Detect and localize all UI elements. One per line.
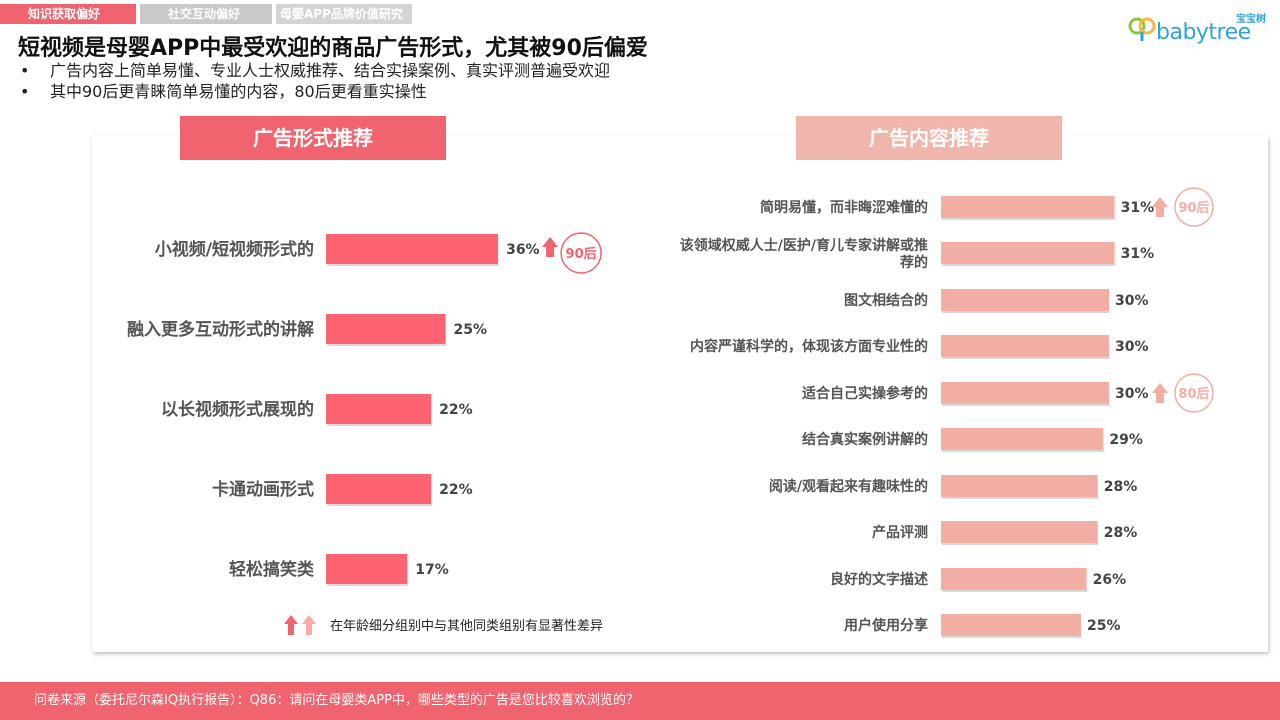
up-arrow-icon (1152, 197, 1168, 217)
bar (941, 521, 1098, 543)
category-label: 阅读/观看起来有趣味性的 (769, 478, 928, 495)
logo-mark-icon (1128, 17, 1156, 41)
page-title: 短视频是母婴APP中最受欢迎的商品广告形式，尤其被90后偏爱 (18, 36, 648, 61)
tab-brand-value[interactable]: 母婴APP品牌价值研究 (276, 4, 412, 24)
bar (941, 568, 1087, 590)
bar (941, 289, 1109, 311)
bullet-text: 广告内容上简单易懂、专业人士权威推荐、结合实操案例、真实评测普遍受欢迎 (50, 61, 611, 80)
bar (941, 614, 1081, 636)
significance-arrows-icon (284, 615, 316, 635)
value-label: 31% (1121, 246, 1155, 262)
bar-shadow (327, 424, 433, 426)
category-label: 产品评测 (872, 524, 928, 541)
category-label: 良好的文字描述 (830, 571, 928, 588)
bar (941, 335, 1109, 357)
value-label: 30% (1115, 386, 1149, 402)
bullet-symbol: • (20, 82, 30, 101)
age-badge-circle (560, 232, 602, 274)
right-chart-title: 广告内容推荐 (796, 116, 1062, 160)
bar-shadow (942, 218, 1116, 220)
value-label: 29% (1109, 432, 1143, 448)
category-label: 适合自己实操参考的 (802, 385, 928, 402)
bar (326, 314, 446, 344)
value-label: 17% (415, 562, 449, 578)
bar (941, 382, 1109, 404)
up-arrow-icon (1152, 383, 1168, 403)
bullet-item: • 广告内容上简单易懂、专业人士权威推荐、结合实操案例、真实评测普遍受欢迎 (20, 60, 610, 81)
logo-text-cn: 宝宝树 (1236, 14, 1266, 25)
value-label: 28% (1104, 525, 1138, 541)
bar (326, 394, 432, 424)
bar-shadow (942, 636, 1082, 638)
category-label: 图文相结合的 (844, 292, 928, 309)
bar-shadow (327, 344, 447, 346)
category-label: 小视频/短视频形式的 (155, 239, 314, 260)
value-label: 30% (1115, 293, 1149, 309)
category-label: 该领域权威人士/医护/育儿专家讲解或推 (680, 237, 928, 254)
category-label: 荐的 (900, 254, 928, 271)
up-arrow-icon (542, 237, 559, 257)
bar-shadow (327, 584, 409, 586)
bar (326, 474, 432, 504)
bar-shadow (327, 264, 500, 266)
value-label: 22% (439, 402, 473, 418)
category-label: 卡通动画形式 (212, 479, 314, 500)
bar-shadow (942, 590, 1088, 592)
category-label: 轻松搞笑类 (229, 559, 315, 580)
bar (941, 475, 1098, 497)
bullet-text: 其中90后更青睐简单易懂的内容，80后更看重实操性 (50, 82, 427, 101)
category-label: 以长视频形式展现的 (161, 399, 314, 420)
bar-shadow (942, 357, 1110, 359)
bullet-symbol: • (20, 61, 30, 80)
category-label: 融入更多互动形式的讲解 (127, 319, 314, 340)
category-label: 内容严谨科学的，体现该方面专业性的 (690, 338, 928, 355)
bar (326, 234, 499, 264)
bar-shadow (327, 504, 433, 506)
value-label: 30% (1115, 339, 1149, 355)
bar-shadow (942, 543, 1099, 545)
babytree-logo: babytree 宝宝树 (1126, 10, 1272, 46)
left-chart-title: 广告形式推荐 (180, 116, 446, 160)
age-badge-circle (1174, 187, 1214, 227)
age-badge-label: 90后 (566, 246, 597, 262)
age-badge-label: 80后 (1178, 386, 1209, 402)
value-label: 36% (506, 242, 540, 258)
value-label: 22% (439, 482, 473, 498)
legend: 在年龄细分组别中与其他同类组别有显著性差异 (282, 612, 603, 636)
age-badge-label: 90后 (1178, 200, 1209, 216)
bar (326, 554, 408, 584)
age-badge-circle (1174, 373, 1214, 413)
section-tabs: 知识获取偏好 社交互动偏好 母婴APP品牌价值研究 (0, 4, 416, 24)
legend-text: 在年龄细分组别中与其他同类组别有显著性差异 (330, 618, 604, 634)
value-label: 25% (454, 322, 488, 338)
category-label: 简明易懂，而非晦涩难懂的 (760, 199, 928, 216)
value-label: 25% (1087, 618, 1121, 634)
value-label: 31% (1121, 200, 1155, 216)
bar-shadow (942, 264, 1116, 266)
bar-shadow (942, 450, 1105, 452)
tab-social[interactable]: 社交互动偏好 (140, 4, 272, 24)
value-label: 26% (1093, 572, 1127, 588)
bar-shadow (942, 311, 1110, 313)
source-footer: 问卷来源（委托尼尔森IQ执行报告）：Q86：请问在母婴类APP中，哪些类型的广告… (0, 682, 1280, 720)
category-label: 结合真实案例讲解的 (802, 431, 928, 448)
bar (941, 428, 1104, 450)
value-label: 28% (1104, 479, 1138, 495)
tab-knowledge[interactable]: 知识获取偏好 (0, 4, 136, 24)
category-label: 用户使用分享 (844, 617, 928, 634)
bullet-list: • 广告内容上简单易懂、专业人士权威推荐、结合实操案例、真实评测普遍受欢迎 • 其中… (20, 60, 610, 102)
bar-shadow (942, 404, 1110, 406)
bar (941, 242, 1115, 264)
logo-text-en: babytree (1156, 20, 1251, 45)
bullet-item: • 其中90后更青睐简单易懂的内容，80后更看重实操性 (20, 81, 610, 102)
bar-shadow (942, 497, 1099, 499)
bar (941, 196, 1115, 218)
